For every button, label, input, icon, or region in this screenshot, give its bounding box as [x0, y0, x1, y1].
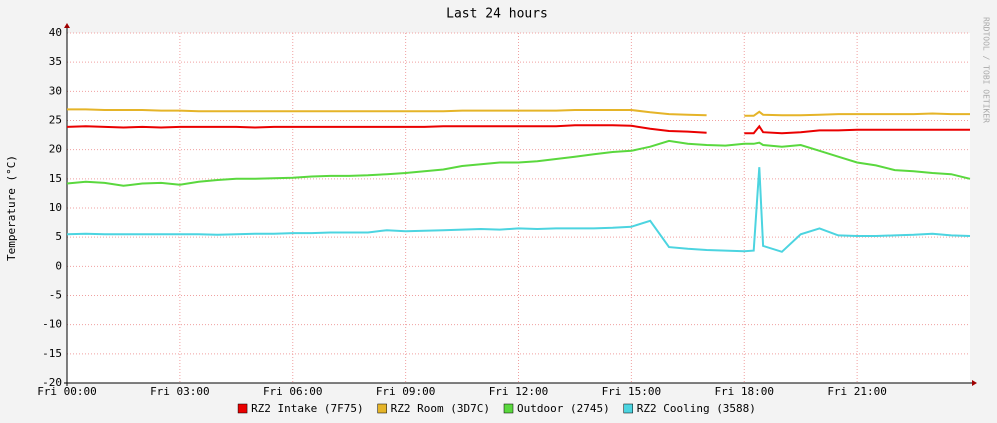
y-axis-label: Temperature (°C) — [5, 155, 18, 261]
y-tick-label: -15 — [42, 347, 62, 360]
y-tick-label: 20 — [49, 143, 62, 156]
legend-label: RZ2 Room (3D7C) — [391, 402, 490, 415]
x-tick-label: Fri 03:00 — [150, 385, 210, 398]
y-tick-label: 10 — [49, 201, 62, 214]
x-tick-label: Fri 09:00 — [376, 385, 436, 398]
x-tick-label: Fri 21:00 — [827, 385, 887, 398]
legend-label: Outdoor (2745) — [517, 402, 610, 415]
y-tick-label: -20 — [42, 376, 62, 389]
y-tick-label: 15 — [49, 172, 62, 185]
y-tick-label: 0 — [55, 259, 62, 272]
series-line — [67, 108, 970, 117]
x-tick-label: Fri 15:00 — [602, 385, 662, 398]
legend-label: RZ2 Intake (7F75) — [251, 402, 364, 415]
y-tick-label: -5 — [49, 289, 62, 302]
legend-swatch — [377, 403, 387, 414]
axis-arrow — [972, 380, 977, 386]
side-label: RRDTOOL / TOBI OETIKER — [982, 17, 991, 123]
legend-swatch — [237, 403, 248, 414]
axis-arrow — [64, 23, 70, 28]
y-tick-label: 40 — [49, 26, 62, 39]
x-tick-label: Fri 12:00 — [489, 385, 549, 398]
series-line — [66, 139, 971, 187]
y-tick-label: 25 — [49, 114, 62, 127]
series-line — [66, 124, 970, 135]
x-tick-label: Fri 00:00 — [37, 385, 97, 398]
x-tick-label: Fri 06:00 — [263, 385, 323, 398]
legend-swatch — [503, 403, 514, 414]
y-tick-label: 30 — [49, 84, 62, 97]
chart-title: Last 24 hours — [446, 7, 548, 22]
y-tick-label: 35 — [49, 55, 62, 68]
y-tick-label: 5 — [55, 230, 62, 243]
legend-label: RZ2 Cooling (3588) — [637, 402, 756, 415]
x-tick-label: Fri 18:00 — [714, 385, 774, 398]
y-tick-label: -10 — [42, 318, 62, 331]
series-line — [66, 167, 971, 253]
legend-swatch — [623, 403, 633, 414]
